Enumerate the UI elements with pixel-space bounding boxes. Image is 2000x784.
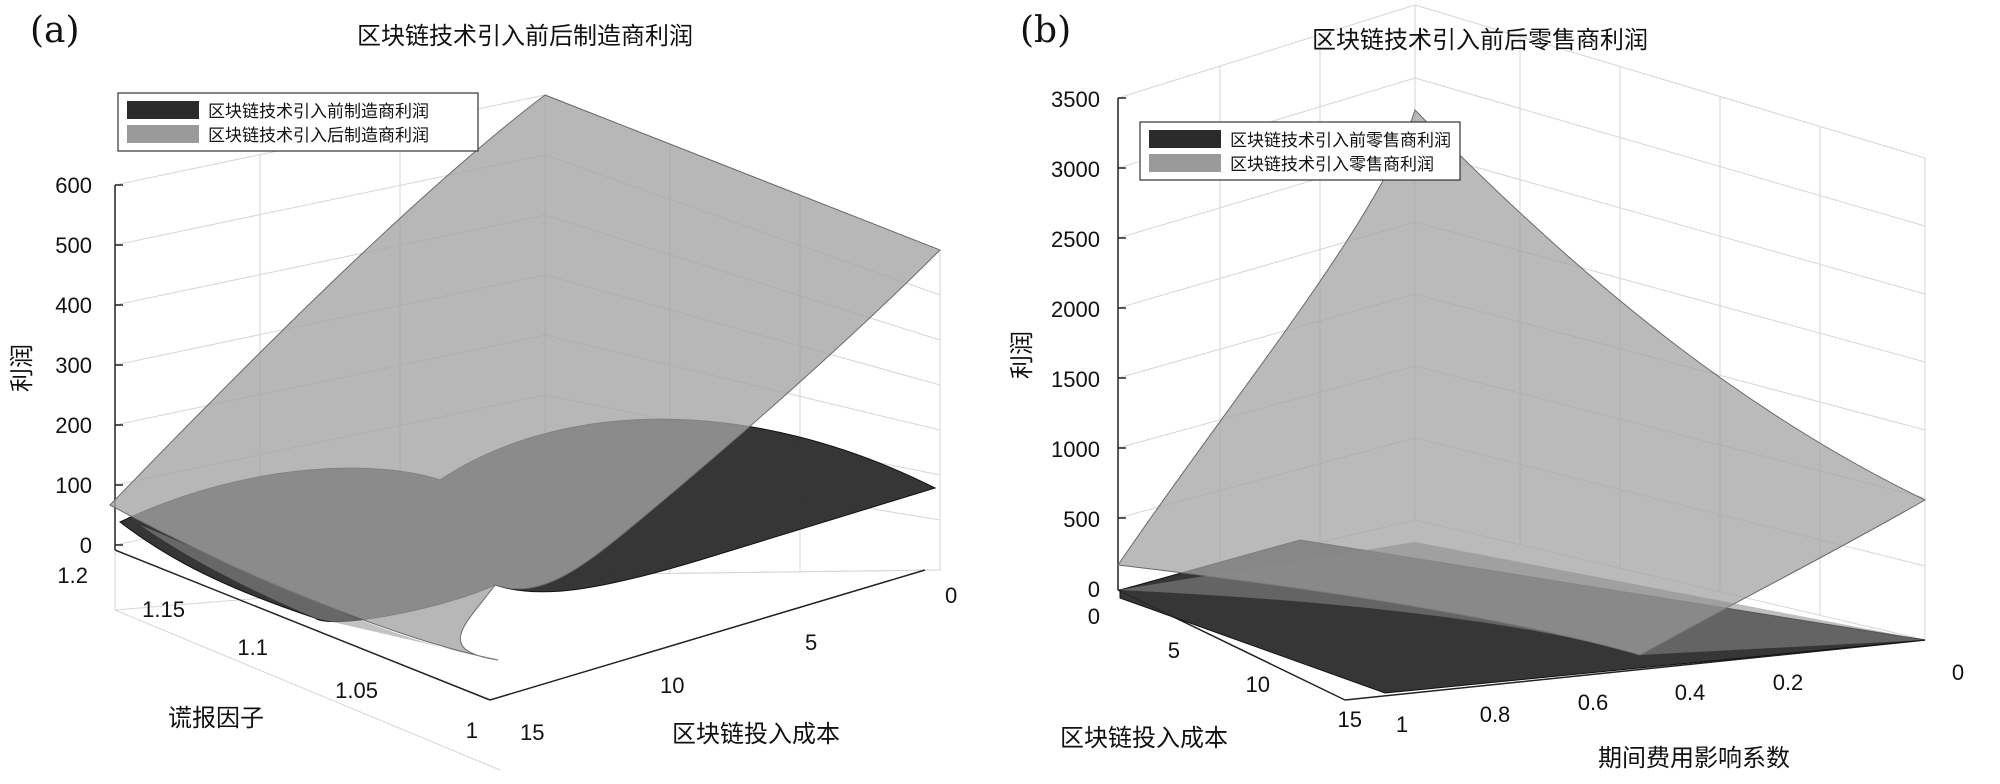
z-tick: 2500 — [1051, 227, 1100, 252]
chart-b-z-ticks: 0 500 1000 1500 2000 2500 3000 3500 — [1051, 87, 1100, 602]
chart-b-surfaces — [1117, 109, 1927, 694]
y-tick: 1.1 — [237, 635, 268, 660]
chart-a-y-ticks: 1.2 1.15 1.1 1.05 1 — [57, 563, 478, 743]
x-tick: 0 — [1088, 604, 1100, 629]
x-tick: 15 — [520, 720, 544, 745]
x-tick: 5 — [1168, 638, 1180, 663]
z-tick: 200 — [55, 413, 92, 438]
x-tick: 15 — [1338, 707, 1362, 732]
chart-a-legend: 区块链技术引入前制造商利润 区块链技术引入后制造商利润 — [117, 92, 479, 152]
y-tick: 1 — [466, 718, 478, 743]
y-tick: 0.6 — [1578, 690, 1609, 715]
y-axis-label: 谎报因子 — [168, 704, 264, 732]
y-tick: 0.8 — [1480, 702, 1511, 727]
chart-b-legend: 区块链技术引入前零售商利润 区块链技术引入零售商利润 — [1139, 121, 1461, 181]
y-tick: 0.2 — [1773, 670, 1804, 695]
legend-label-after: 区块链技术引入后制造商利润 — [208, 126, 429, 146]
z-tick: 3000 — [1051, 157, 1100, 182]
y-tick: 0.4 — [1675, 680, 1706, 705]
y-axis-label: 期间费用影响系数 — [1598, 744, 1790, 772]
z-tick: 500 — [1063, 507, 1100, 532]
y-tick: 1.15 — [142, 597, 185, 622]
surface-after-retailer-lower — [1118, 542, 1925, 655]
x-tick: 0 — [945, 583, 957, 608]
z-tick: 3500 — [1051, 87, 1100, 112]
z-tick: 2000 — [1051, 297, 1100, 322]
z-tick: 1500 — [1051, 367, 1100, 392]
chart-b-svg: 0 500 1000 1500 2000 2500 3000 3500 0 5 … — [1008, 4, 1964, 772]
z-tick: 0 — [80, 533, 92, 558]
legend-label-before: 区块链技术引入前零售商利润 — [1230, 131, 1451, 151]
panel-tag: (a) — [30, 10, 80, 51]
x-axis-label: 区块链投入成本 — [672, 720, 840, 748]
legend-swatch-before — [127, 101, 199, 119]
chart-a-svg: 0 100 200 300 400 500 600 1.2 1.15 1.1 1… — [8, 10, 957, 771]
chart-a-surfaces — [109, 94, 941, 661]
legend-label-before: 区块链技术引入前制造商利润 — [208, 102, 429, 122]
z-tick: 500 — [55, 233, 92, 258]
chart-title: 区块链技术引入前后零售商利润 — [1312, 26, 1648, 54]
x-tick: 5 — [805, 630, 817, 655]
chart-title: 区块链技术引入前后制造商利润 — [357, 22, 693, 50]
panel-tag: (b) — [1020, 10, 1071, 51]
y-tick: 0 — [1952, 660, 1964, 685]
panel-b: 0 500 1000 1500 2000 2500 3000 3500 0 5 … — [1000, 0, 2000, 784]
chart-a-axes — [114, 184, 926, 701]
y-tick: 1.2 — [57, 563, 88, 588]
z-tick: 300 — [55, 353, 92, 378]
chart-a-x-ticks: 15 10 5 0 — [520, 583, 957, 745]
z-tick: 400 — [55, 293, 92, 318]
chart-b-x-ticks: 0 5 10 15 — [1088, 604, 1362, 732]
x-axis-label: 区块链投入成本 — [1060, 724, 1228, 752]
chart-a-z-ticks: 0 100 200 300 400 500 600 — [55, 173, 92, 558]
x-tick: 10 — [1246, 672, 1270, 697]
y-tick: 1.05 — [335, 678, 378, 703]
legend-label-after: 区块链技术引入零售商利润 — [1230, 155, 1434, 175]
legend-swatch-after — [127, 125, 199, 143]
z-tick: 100 — [55, 473, 92, 498]
y-tick: 1 — [1396, 712, 1408, 737]
panel-a: 0 100 200 300 400 500 600 1.2 1.15 1.1 1… — [8, 10, 957, 771]
chart-b-y-ticks: 1 0.8 0.6 0.4 0.2 0 — [1396, 660, 1964, 737]
legend-swatch-before — [1149, 130, 1221, 148]
z-axis-label: 利润 — [8, 344, 36, 392]
z-tick: 1000 — [1051, 437, 1100, 462]
z-axis-label: 利润 — [1008, 331, 1036, 379]
z-tick: 0 — [1088, 577, 1100, 602]
z-tick: 600 — [55, 173, 92, 198]
x-tick: 10 — [660, 673, 684, 698]
surface-after-manufacturer — [109, 94, 941, 661]
legend-swatch-after — [1149, 154, 1221, 172]
